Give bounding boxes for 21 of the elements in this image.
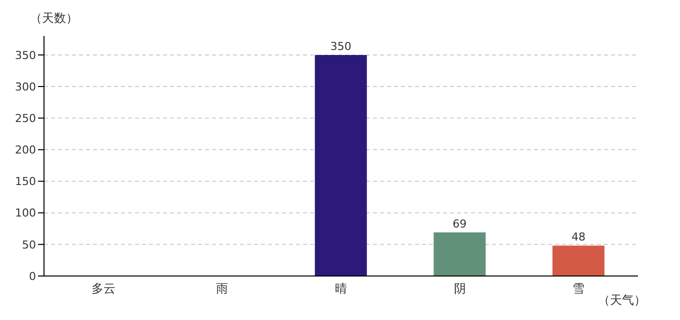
x-tick-label: 阴 [454, 282, 466, 296]
y-tick-label: 150 [15, 175, 36, 188]
x-tick-label: 雨 [216, 282, 228, 296]
y-tick-label: 350 [15, 48, 36, 62]
bar [434, 232, 486, 276]
y-tick-label: 0 [29, 270, 36, 283]
y-tick-label: 200 [15, 144, 36, 157]
data-label: 350 [330, 40, 352, 53]
x-tick-label: 雪 [572, 282, 585, 296]
y-tick-label: 100 [15, 206, 36, 220]
x-tick-label: 多云 [91, 282, 116, 296]
x-axis-title: （天气） [598, 292, 646, 309]
data-label: 48 [571, 230, 586, 244]
y-axis-title: （天数） [30, 10, 78, 27]
data-label: 69 [452, 217, 467, 230]
y-tick-label: 300 [15, 80, 36, 94]
bar [552, 246, 604, 276]
y-tick-label: 50 [22, 238, 36, 252]
bar [314, 54, 367, 276]
y-tick-label: 250 [15, 112, 36, 126]
x-tick-label: 晴 [335, 282, 347, 296]
